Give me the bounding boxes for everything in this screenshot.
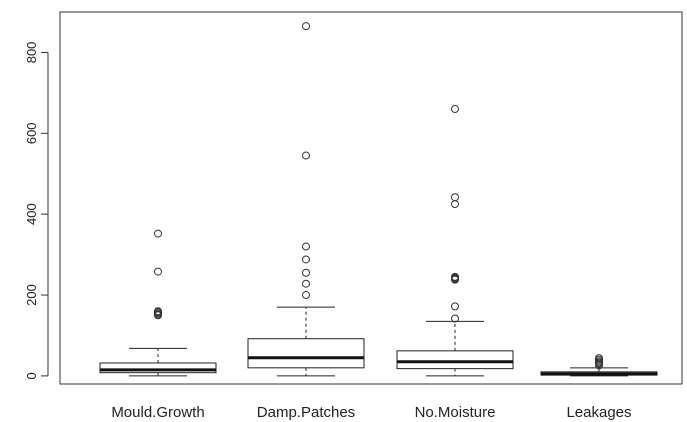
outlier-point (302, 291, 310, 300)
x-label-mould-growth: Mould.Growth (111, 404, 204, 421)
outlier-point (302, 255, 310, 264)
outlier-point (302, 279, 310, 288)
box-rect (247, 338, 365, 369)
outlier-point (451, 302, 459, 311)
outlier-point (595, 354, 603, 363)
outlier-point (154, 307, 162, 316)
y-tick-label-200: 200 (24, 284, 39, 306)
box-rect (396, 350, 514, 370)
x-label-no-moisture: No.Moisture (415, 404, 496, 421)
outlier-point (451, 272, 459, 281)
box-damp-patches (247, 22, 365, 377)
outlier-point (302, 22, 310, 31)
outlier-point (302, 242, 310, 251)
box-rect (99, 362, 217, 374)
outlier-point (154, 267, 162, 276)
outlier-point (154, 229, 162, 238)
box-leakages (540, 354, 658, 377)
outlier-point (302, 151, 310, 160)
x-label-leakages: Leakages (566, 404, 631, 421)
outlier-point (302, 268, 310, 277)
box-mould-growth (99, 229, 217, 377)
y-axis: 0 200 400 600 800 (24, 42, 49, 380)
y-tick-label-400: 400 (24, 203, 39, 225)
box-no-moisture (396, 105, 514, 377)
outlier-point (451, 314, 459, 323)
outlier-point (451, 200, 459, 209)
y-tick-label-600: 600 (24, 122, 39, 144)
boxes (99, 22, 658, 377)
outlier-point (451, 105, 459, 114)
outlier-point (451, 193, 459, 202)
y-tick-label-0: 0 (24, 372, 39, 379)
x-axis-labels: Mould.Growth Damp.Patches No.Moisture Leaka… (111, 404, 631, 421)
y-tick-label-800: 800 (24, 42, 39, 64)
x-label-damp-patches: Damp.Patches (257, 404, 355, 421)
plot-frame (59, 11, 683, 385)
